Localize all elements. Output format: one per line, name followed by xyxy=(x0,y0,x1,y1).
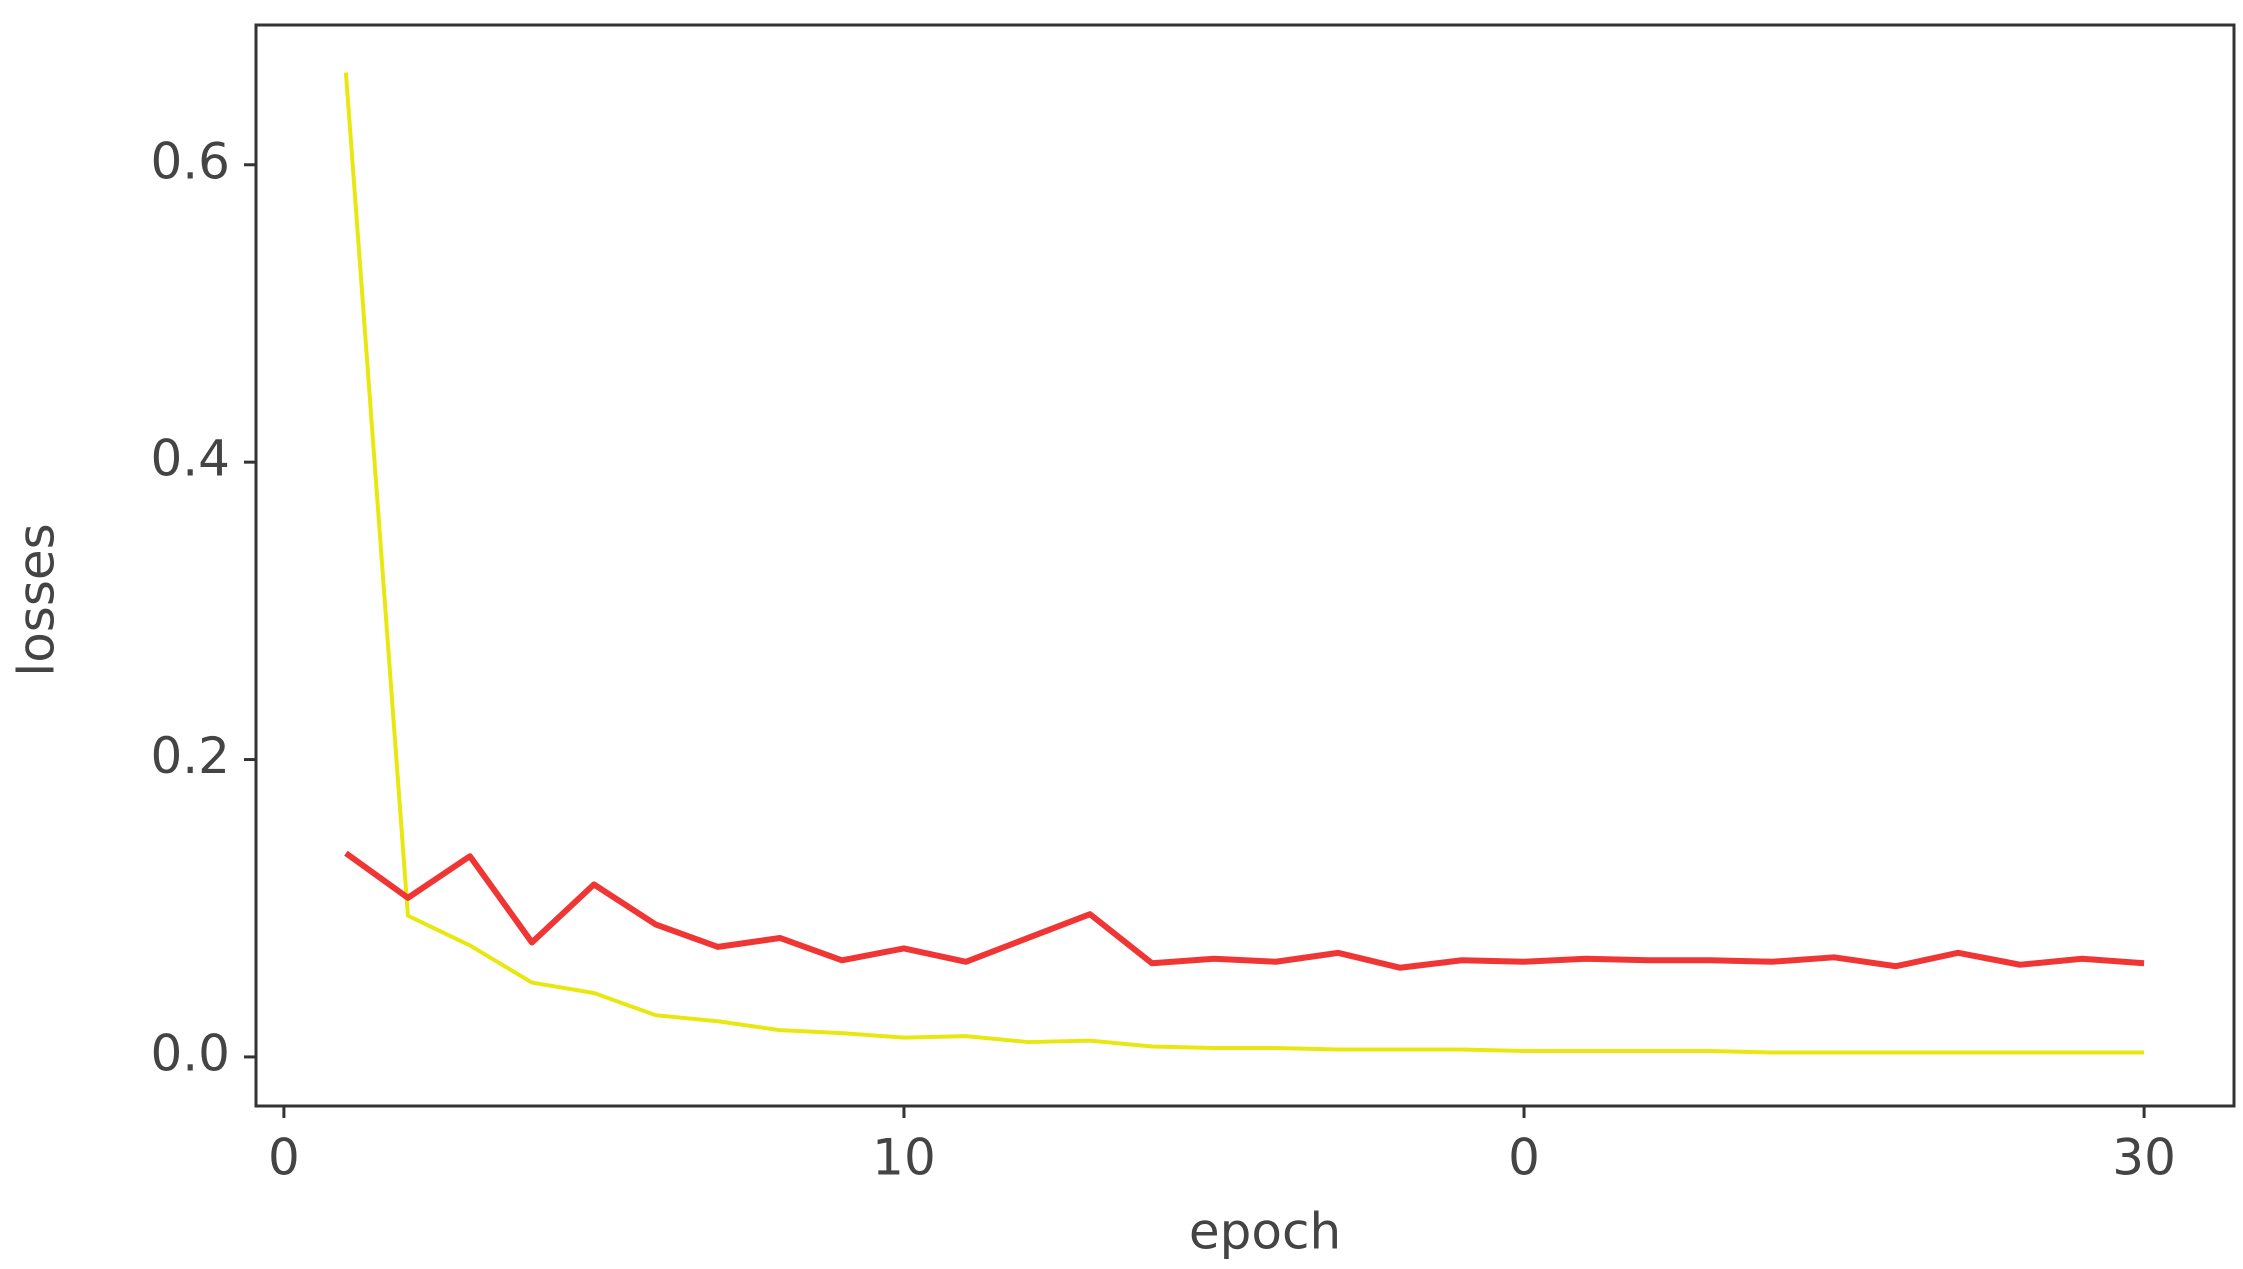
y-tick-label: 0.0 xyxy=(150,1024,230,1082)
x-tick-label: 10 xyxy=(872,1129,936,1187)
y-axis-label: losses xyxy=(8,523,66,676)
x-axis-label: epoch xyxy=(1189,1203,1341,1261)
y-tick-label: 0.6 xyxy=(150,132,230,190)
y-tick-label: 0.4 xyxy=(150,430,230,488)
series-line xyxy=(343,72,2145,1055)
x-tick-label: 30 xyxy=(2112,1129,2176,1187)
plot-frame xyxy=(254,23,2236,1108)
x-tick-label: 0 xyxy=(268,1129,300,1187)
x-tick-label: 0 xyxy=(1508,1129,1540,1187)
series-line xyxy=(344,850,2145,971)
y-tick-label: 0.2 xyxy=(150,727,230,785)
